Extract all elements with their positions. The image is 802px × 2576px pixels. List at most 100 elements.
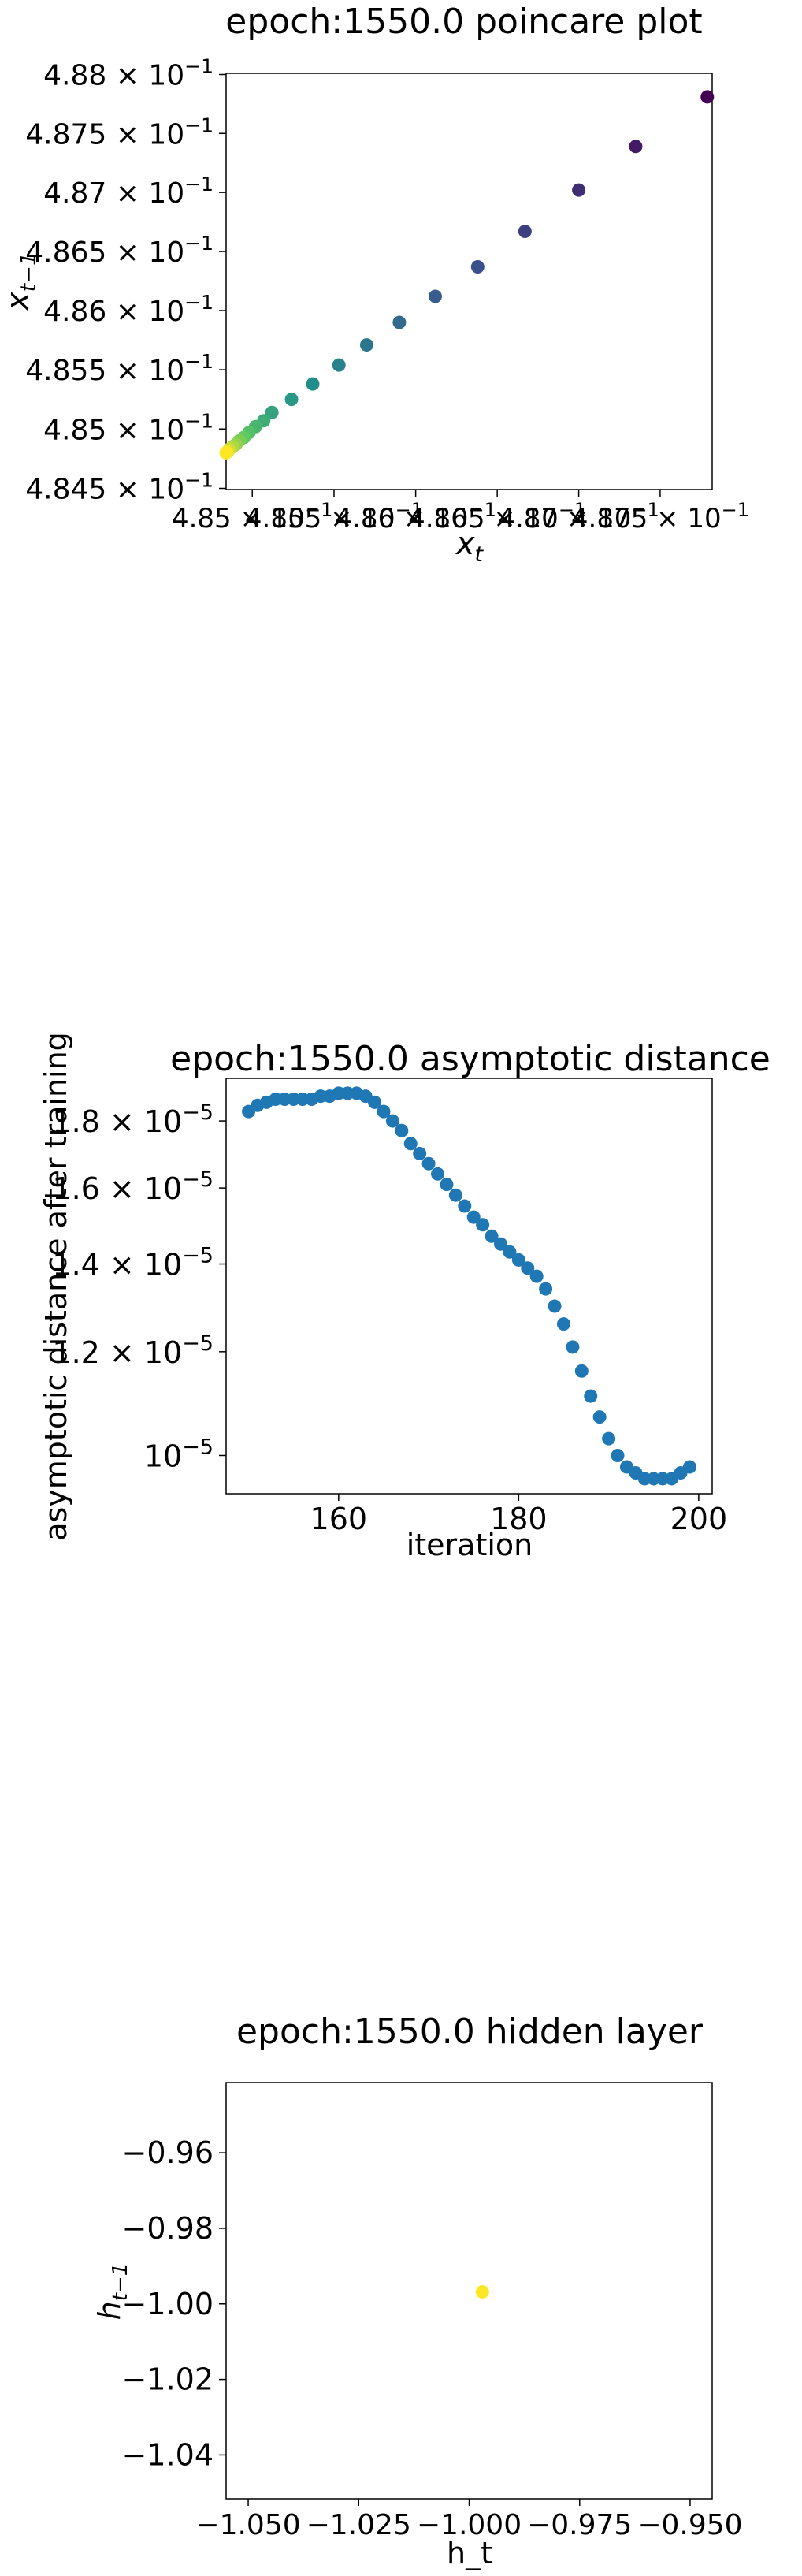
poincare-y-ticks: 4.845 × 10−1 4.85 × 10−1 4.855 × 10−1 4.86 … xyxy=(25,54,226,505)
data-point xyxy=(395,1123,409,1137)
poincare-plot-area xyxy=(225,73,713,490)
hidden-layer-x-ticks: −1.050 −1.025 −1.000 −0.975 −0.950 xyxy=(195,2499,743,2541)
y-tick-label: 1.6 × 10−5 xyxy=(52,1167,213,1206)
hidden-layer-points xyxy=(475,2284,489,2299)
data-point xyxy=(458,1199,472,1213)
data-point xyxy=(556,1317,570,1331)
y-tick-label: 1.8 × 10−5 xyxy=(52,1100,213,1139)
data-point xyxy=(611,1448,625,1462)
data-point xyxy=(265,405,279,419)
asymptotic-title: epoch:1550.0 asymptotic distance xyxy=(170,1039,770,1079)
x-tick-label: −0.975 xyxy=(527,2509,632,2541)
data-point xyxy=(284,393,299,407)
x-tick-label: −1.000 xyxy=(417,2509,522,2541)
hidden-layer-y-label: ht−1 xyxy=(92,2263,132,2321)
asymptotic-plot-area xyxy=(225,1078,713,1495)
hidden-layer-plot-area xyxy=(225,2082,713,2500)
hidden-layer-title: epoch:1550.0 hidden layer xyxy=(236,2012,704,2052)
poincare-points xyxy=(219,90,715,460)
data-point xyxy=(466,1210,481,1224)
data-point xyxy=(377,1104,391,1119)
y-tick-label: 1.2 × 10−5 xyxy=(52,1331,213,1370)
data-point xyxy=(566,1340,580,1354)
poincare-x-label: xt xyxy=(455,526,485,567)
data-point xyxy=(448,1188,462,1202)
data-point xyxy=(493,1237,507,1251)
data-point xyxy=(539,1282,553,1296)
data-point xyxy=(521,1261,535,1275)
data-point xyxy=(368,1095,382,1109)
data-point xyxy=(700,90,715,104)
data-point xyxy=(548,1299,562,1313)
data-point xyxy=(306,377,320,391)
data-point xyxy=(592,1410,607,1424)
y-tick-label: −0.98 xyxy=(122,2211,213,2246)
data-point xyxy=(629,140,643,154)
asymptotic-y-label: asymptotic distance after training xyxy=(39,1032,73,1541)
hidden-layer-x-label: h_t xyxy=(447,2536,492,2570)
asymptotic-x-label: iteration xyxy=(407,1528,533,1562)
data-point xyxy=(392,315,407,329)
data-point xyxy=(572,183,586,197)
x-tick-label: 4.855 × 10−1 xyxy=(245,499,423,534)
y-tick-label: −1.02 xyxy=(122,2362,213,2397)
x-tick-label: 4.87 × 10−1 xyxy=(498,499,659,534)
y-tick-label: 4.85 × 10−1 xyxy=(43,409,213,446)
data-point xyxy=(511,1253,525,1267)
y-tick-label: 1.4 × 10−5 xyxy=(52,1244,213,1282)
y-tick-label: −1.00 xyxy=(122,2287,213,2321)
data-point xyxy=(428,289,442,303)
poincare-title: epoch:1550.0 poincare plot xyxy=(225,2,702,42)
data-point xyxy=(529,1269,544,1283)
y-tick-label: 4.86 × 10−1 xyxy=(43,291,213,328)
data-point xyxy=(219,445,233,460)
x-tick-label: −1.050 xyxy=(195,2509,300,2541)
x-tick-label: 4.85 × 10−1 xyxy=(172,499,332,534)
data-point xyxy=(584,1389,598,1403)
poincare-y-label: xt−1 xyxy=(0,252,41,312)
hidden-layer-panel: epoch:1550.0 hidden layer −1.050 −1.025 −1… xyxy=(92,2012,743,2570)
x-tick-label: 160 xyxy=(310,1502,368,1536)
y-tick-label: 4.875 × 10−1 xyxy=(25,114,213,151)
poincare-panel: epoch:1550.0 poincare plot 4.85 × 10−14.… xyxy=(0,2,749,567)
data-point xyxy=(421,1156,436,1171)
data-point xyxy=(385,1114,399,1128)
data-point xyxy=(602,1431,616,1446)
x-tick-label: 4.86 × 10−1 xyxy=(335,499,496,534)
y-tick-label: 4.855 × 10−1 xyxy=(25,350,213,387)
data-point xyxy=(359,338,373,352)
data-point xyxy=(503,1245,517,1259)
data-point xyxy=(431,1167,445,1181)
y-tick-label: −1.04 xyxy=(122,2437,213,2472)
y-tick-label: 4.88 × 10−1 xyxy=(43,54,213,91)
data-point xyxy=(332,358,346,372)
y-tick-label: 4.845 × 10−1 xyxy=(25,468,213,505)
data-point xyxy=(574,1364,589,1378)
data-point xyxy=(470,260,485,274)
x-tick-label: −0.950 xyxy=(637,2509,742,2541)
x-tick-label: 180 xyxy=(490,1502,548,1536)
y-tick-label: 4.87 × 10−1 xyxy=(43,173,213,210)
data-point xyxy=(485,1229,499,1243)
asymptotic-x-ticks: 160 180 200 xyxy=(310,1494,728,1536)
data-point xyxy=(475,2284,489,2299)
data-point xyxy=(440,1178,454,1192)
asymptotic-distance-panel: epoch:1550.0 asymptotic distance 160 180 2… xyxy=(39,1032,770,1562)
x-tick-label: 4.875 × 10−1 xyxy=(571,499,749,534)
y-tick-label: −0.96 xyxy=(122,2135,213,2170)
data-point xyxy=(476,1218,490,1232)
data-point xyxy=(413,1146,427,1160)
data-point xyxy=(403,1137,418,1151)
x-tick-label: −1.025 xyxy=(306,2509,411,2541)
x-tick-label: 4.865 × 10−1 xyxy=(408,499,586,534)
y-tick-label: 10−5 xyxy=(144,1435,213,1473)
asymptotic-y-ticks: 10−5 1.2 × 10−5 1.4 × 10−5 1.6 × 10−5 1.8 × … xyxy=(52,1100,226,1473)
y-tick-label: 4.865 × 10−1 xyxy=(25,232,213,269)
hidden-layer-y-ticks: −1.04 −1.02 −1.00 −0.98 −0.96 xyxy=(122,2135,226,2472)
x-tick-label: 200 xyxy=(670,1502,728,1536)
data-point xyxy=(682,1460,696,1474)
data-point xyxy=(518,225,532,239)
asymptotic-points xyxy=(242,1086,696,1486)
poincare-x-ticks: 4.85 × 10−14.855 × 10−14.86 × 10−14.865 … xyxy=(172,490,749,534)
